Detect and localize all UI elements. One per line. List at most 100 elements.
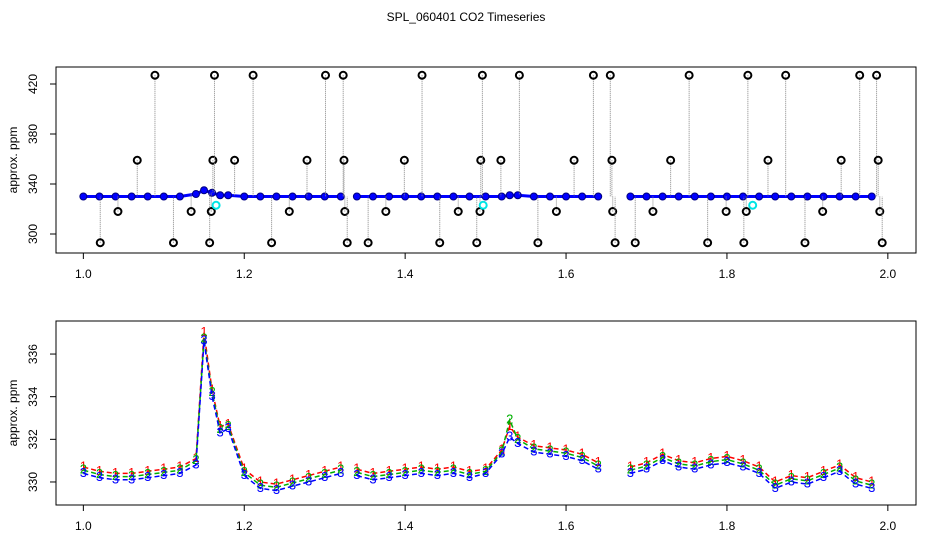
data-point (175, 192, 184, 201)
data-marker: 3 (579, 452, 586, 467)
data-marker: 3 (418, 465, 425, 480)
data-point (674, 192, 683, 201)
data-point (302, 155, 312, 165)
data-point (288, 192, 297, 201)
data-marker: 1 (498, 441, 505, 456)
data-point (401, 192, 410, 201)
data-point (385, 192, 394, 201)
data-marker: 1 (482, 461, 489, 476)
x-tick-label: 1.2 (236, 519, 253, 533)
y-tick-label: 330 (26, 472, 40, 492)
data-point (763, 155, 773, 165)
data-point (417, 70, 427, 80)
data-point (111, 192, 120, 201)
data-marker: 2 (353, 464, 360, 479)
data-marker: 2 (579, 449, 586, 464)
data-marker: 1 (643, 454, 650, 469)
data-point (875, 207, 885, 216)
data-point (433, 192, 442, 201)
data-marker: 2 (402, 464, 409, 479)
data-marker: 3 (691, 461, 698, 476)
data-point (867, 192, 876, 201)
data-marker: 2 (691, 457, 698, 472)
data-marker: 1 (96, 463, 103, 478)
data-point (211, 200, 221, 210)
series-line (83, 332, 872, 485)
data-marker: 2 (305, 470, 312, 485)
data-marker: 2 (836, 460, 843, 475)
data-marker: 1 (675, 452, 682, 467)
data-point (739, 238, 749, 248)
data-marker: 1 (820, 463, 827, 478)
data-marker: 1 (506, 418, 513, 433)
data-point (230, 155, 240, 165)
data-marker: 3 (466, 469, 473, 484)
data-point (610, 238, 620, 248)
data-marker: 3 (369, 471, 376, 486)
data-point (648, 207, 658, 216)
data-marker: 3 (112, 471, 119, 486)
y-tick-label: 334 (26, 386, 40, 406)
data-marker: 1 (450, 458, 457, 473)
data-point (478, 200, 488, 210)
data-marker: 1 (321, 463, 328, 478)
data-point (208, 188, 217, 197)
data-marker: 1 (241, 461, 248, 476)
data-point (551, 207, 561, 216)
data-point (533, 238, 543, 248)
data-marker: 1 (562, 441, 569, 456)
data-marker: 1 (546, 439, 553, 454)
x-tick-label: 2.0 (879, 519, 896, 533)
data-marker: 3 (595, 461, 602, 476)
data-point (666, 155, 676, 165)
data-point (363, 238, 373, 248)
data-marker: 1 (418, 458, 425, 473)
data-point (208, 155, 218, 165)
data-marker: 3 (756, 465, 763, 480)
x-tick-label: 1.8 (719, 519, 736, 533)
data-point (132, 155, 142, 165)
data-point (748, 200, 758, 210)
data-marker: 1 (579, 446, 586, 461)
data-point (630, 238, 640, 248)
data-marker: 2 (756, 462, 763, 477)
data-marker: 2 (723, 451, 730, 466)
data-point (342, 238, 352, 248)
data-point (569, 155, 579, 165)
data-marker: 1 (128, 465, 135, 480)
data-marker: 2 (466, 466, 473, 481)
data-point (505, 191, 514, 200)
figure-title: SPL_060401 CO2 Timeseries (387, 10, 546, 24)
data-point (143, 192, 152, 201)
data-marker: 3 (852, 476, 859, 491)
data-marker: 3 (804, 476, 811, 491)
data-marker: 3 (723, 454, 730, 469)
data-marker: 3 (273, 482, 280, 497)
data-point (497, 192, 506, 201)
data-marker: 3 (707, 456, 714, 471)
series-line (83, 341, 872, 492)
data-marker: 1 (385, 463, 392, 478)
data-marker: 2 (506, 412, 513, 427)
data-marker: 1 (772, 473, 779, 488)
data-marker: 2 (659, 449, 666, 464)
data-marker: 3 (289, 478, 296, 493)
data-marker: 3 (498, 446, 505, 461)
data-marker: 1 (659, 446, 666, 461)
data-marker: 2 (241, 464, 248, 479)
data-marker: 1 (514, 429, 521, 444)
data-marker: 1 (337, 458, 344, 473)
data-marker: 1 (756, 458, 763, 473)
data-marker: 2 (514, 431, 521, 446)
data-point (95, 192, 104, 201)
data-marker: 1 (691, 454, 698, 469)
data-marker: 1 (627, 458, 634, 473)
data-point (79, 192, 88, 201)
data-marker: 3 (192, 456, 199, 471)
x-tick-label: 1.4 (397, 519, 414, 533)
data-point (127, 192, 136, 201)
data-point (706, 192, 715, 201)
data-point (381, 207, 391, 216)
data-point (186, 207, 196, 216)
data-marker: 2 (482, 463, 489, 478)
